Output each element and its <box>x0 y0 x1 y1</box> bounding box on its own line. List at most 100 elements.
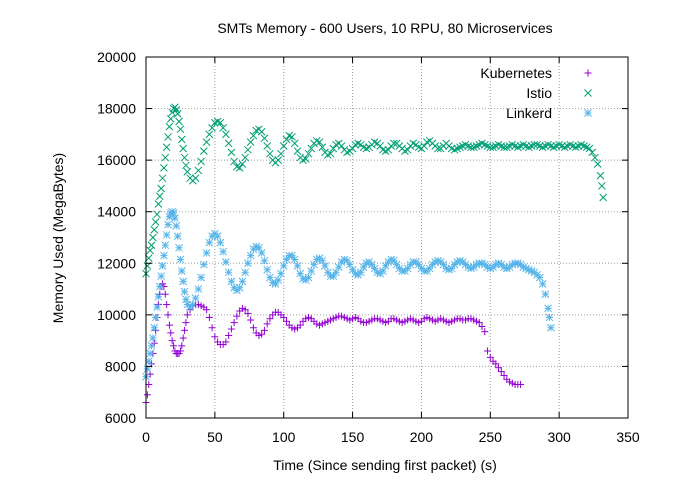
data-point-istio <box>598 182 605 189</box>
data-point-linkerd <box>200 261 207 268</box>
data-point-istio <box>244 146 251 153</box>
data-point-linkerd <box>220 248 227 255</box>
data-point-istio <box>228 149 235 156</box>
data-point-istio <box>177 126 184 133</box>
data-point-linkerd <box>149 335 156 342</box>
data-point-kubernetes <box>144 391 151 398</box>
data-point-linkerd <box>152 314 159 321</box>
data-point-istio <box>167 115 174 122</box>
data-point-linkerd <box>171 215 178 222</box>
data-point-istio <box>166 123 173 130</box>
data-point-istio <box>181 154 188 161</box>
data-point-istio <box>236 164 243 171</box>
data-point-kubernetes <box>228 326 235 333</box>
data-point-kubernetes <box>231 319 238 326</box>
data-point-linkerd <box>159 262 166 269</box>
data-point-istio <box>192 175 199 182</box>
data-point-linkerd <box>539 280 546 287</box>
y-tick-label: 6000 <box>105 410 136 426</box>
data-point-istio <box>200 148 207 155</box>
data-point-linkerd <box>217 239 224 246</box>
data-point-linkerd <box>242 269 249 276</box>
data-point-linkerd <box>163 231 170 238</box>
data-point-linkerd <box>275 277 282 284</box>
data-point-linkerd <box>222 258 229 265</box>
data-point-linkerd <box>247 252 254 259</box>
data-point-istio <box>182 162 189 169</box>
legend-marker-linkerd <box>585 110 592 117</box>
x-tick-label: 50 <box>207 429 223 445</box>
data-point-istio <box>180 145 187 152</box>
legend-label-kubernetes: Kubernetes <box>480 65 552 81</box>
data-point-istio <box>206 131 213 138</box>
data-point-istio <box>410 140 417 147</box>
data-point-istio <box>324 151 331 158</box>
data-point-istio <box>264 142 271 149</box>
data-point-linkerd <box>228 278 235 285</box>
data-point-linkerd <box>244 260 251 267</box>
data-point-istio <box>149 234 156 241</box>
data-point-istio <box>286 132 293 139</box>
data-point-linkerd <box>198 274 205 281</box>
data-point-istio <box>597 172 604 179</box>
data-point-istio <box>151 226 158 233</box>
data-point-linkerd <box>154 304 161 311</box>
data-point-istio <box>159 175 166 182</box>
data-point-kubernetes <box>225 332 232 339</box>
y-tick-label: 18000 <box>97 101 136 117</box>
data-point-istio <box>338 142 345 149</box>
data-point-istio <box>147 247 154 254</box>
data-point-linkerd <box>258 249 265 256</box>
data-point-istio <box>152 219 159 226</box>
data-point-istio <box>258 128 265 135</box>
data-point-linkerd <box>178 268 185 275</box>
data-point-istio <box>266 150 273 157</box>
data-point-istio <box>178 136 185 143</box>
data-point-kubernetes <box>166 322 173 329</box>
data-point-istio <box>385 146 392 153</box>
data-point-kubernetes <box>163 301 170 308</box>
data-point-linkerd <box>180 278 187 285</box>
data-point-istio <box>198 158 205 165</box>
data-point-kubernetes <box>247 317 254 324</box>
data-point-linkerd <box>165 221 172 228</box>
data-point-istio <box>371 139 378 146</box>
data-point-istio <box>344 149 351 156</box>
y-tick-label: 10000 <box>97 307 136 323</box>
data-point-istio <box>594 161 601 168</box>
data-point-istio <box>165 133 172 140</box>
data-point-linkerd <box>236 284 243 291</box>
data-point-linkerd <box>182 296 189 303</box>
data-point-istio <box>291 140 298 147</box>
data-point-linkerd <box>177 256 184 263</box>
data-point-linkerd <box>173 222 180 229</box>
data-point-kubernetes <box>178 342 185 349</box>
data-point-linkerd <box>225 269 232 276</box>
x-tick-label: 200 <box>410 429 434 445</box>
data-point-linkerd <box>162 242 169 249</box>
data-point-linkerd <box>151 324 158 331</box>
data-point-istio <box>600 194 607 201</box>
data-point-istio <box>363 145 370 152</box>
data-point-linkerd <box>547 324 554 331</box>
data-point-linkerd <box>322 262 329 269</box>
legend-label-istio: Istio <box>526 85 552 101</box>
data-point-kubernetes <box>182 319 189 326</box>
data-point-linkerd <box>181 288 188 295</box>
data-point-linkerd <box>147 350 154 357</box>
x-tick-label: 0 <box>142 429 150 445</box>
data-point-linkerd <box>264 266 271 273</box>
data-point-kubernetes <box>181 327 188 334</box>
data-point-kubernetes <box>165 311 172 318</box>
data-point-istio <box>154 211 161 218</box>
data-point-linkerd <box>148 342 155 349</box>
data-point-linkerd <box>176 244 183 251</box>
data-point-linkerd <box>206 239 213 246</box>
legend-marker-istio <box>585 90 592 97</box>
data-point-linkerd <box>305 274 312 281</box>
x-tick-label: 150 <box>341 429 365 445</box>
data-point-kubernetes <box>169 337 176 344</box>
data-point-kubernetes <box>162 291 169 298</box>
data-point-linkerd <box>308 268 315 275</box>
data-point-linkerd <box>277 270 284 277</box>
